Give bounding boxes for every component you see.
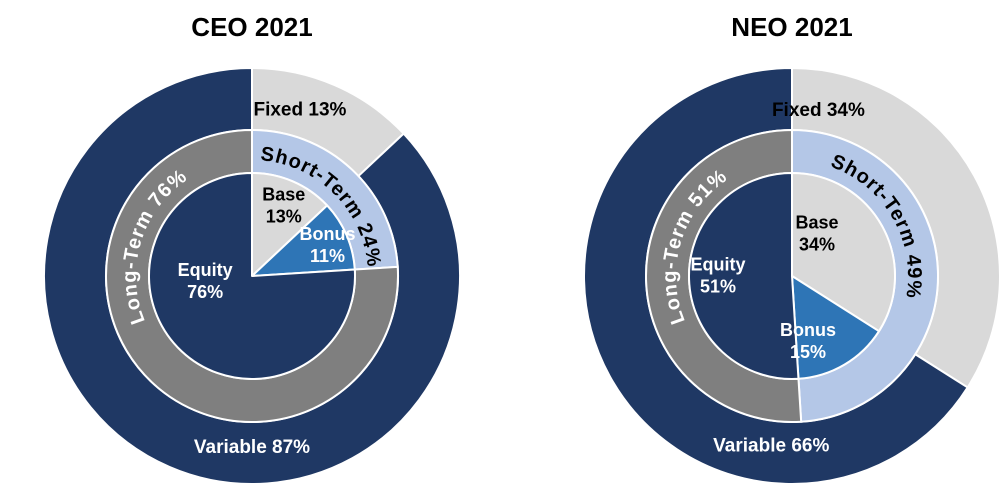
pay-mix-charts-page: CEO 2021 Fixed 13% Variable 87% Short-Term…: [42, 12, 1002, 486]
neo-2021-base-label: Base 34%: [795, 213, 838, 255]
neo-chart-title: NEO 2021: [731, 12, 853, 42]
ceo-pay-mix-chart: CEO 2021 Fixed 13% Variable 87% Short-Term…: [42, 12, 462, 486]
neo-2021-fixed-label: Fixed 34%: [772, 100, 865, 121]
neo-pay-mix-chart: NEO 2021 Fixed 34% Variable 66% Short-Term…: [582, 12, 1002, 486]
neo-2021-bonus-label: Bonus 15%: [780, 320, 836, 362]
ceo-2021-fixed-label: Fixed 13%: [253, 100, 346, 121]
neo-2021-inner-pie-equity-segment: [688, 172, 800, 380]
neo-2021-variable-label: Variable 66%: [713, 436, 829, 457]
neo-2021-inner-pie-bonus-segment: [791, 275, 880, 380]
ceo-2021-equity-label: Equity 76%: [178, 260, 233, 302]
ceo-2021-inner-pie-equity-segment: [148, 172, 356, 380]
ceo-2021-base-label: Base 13%: [262, 185, 305, 227]
ceo-2021-inner-pie-bonus-segment: [251, 204, 356, 277]
ceo-chart-title: CEO 2021: [191, 12, 313, 42]
neo-2021-equity-label: Equity 51%: [691, 255, 746, 297]
ceo-2021-inner-pie-base-segment: [251, 172, 329, 277]
ceo-2021-variable-label: Variable 87%: [194, 437, 310, 458]
neo-donut-svg: Fixed 34%Variable 66%Short-Term 49%Long-…: [583, 67, 1001, 485]
ceo-2021-bonus-label: Bonus 11%: [299, 224, 355, 266]
ceo-donut-svg: Fixed 13%Variable 87%Short-Term 24%Long-…: [43, 67, 461, 485]
